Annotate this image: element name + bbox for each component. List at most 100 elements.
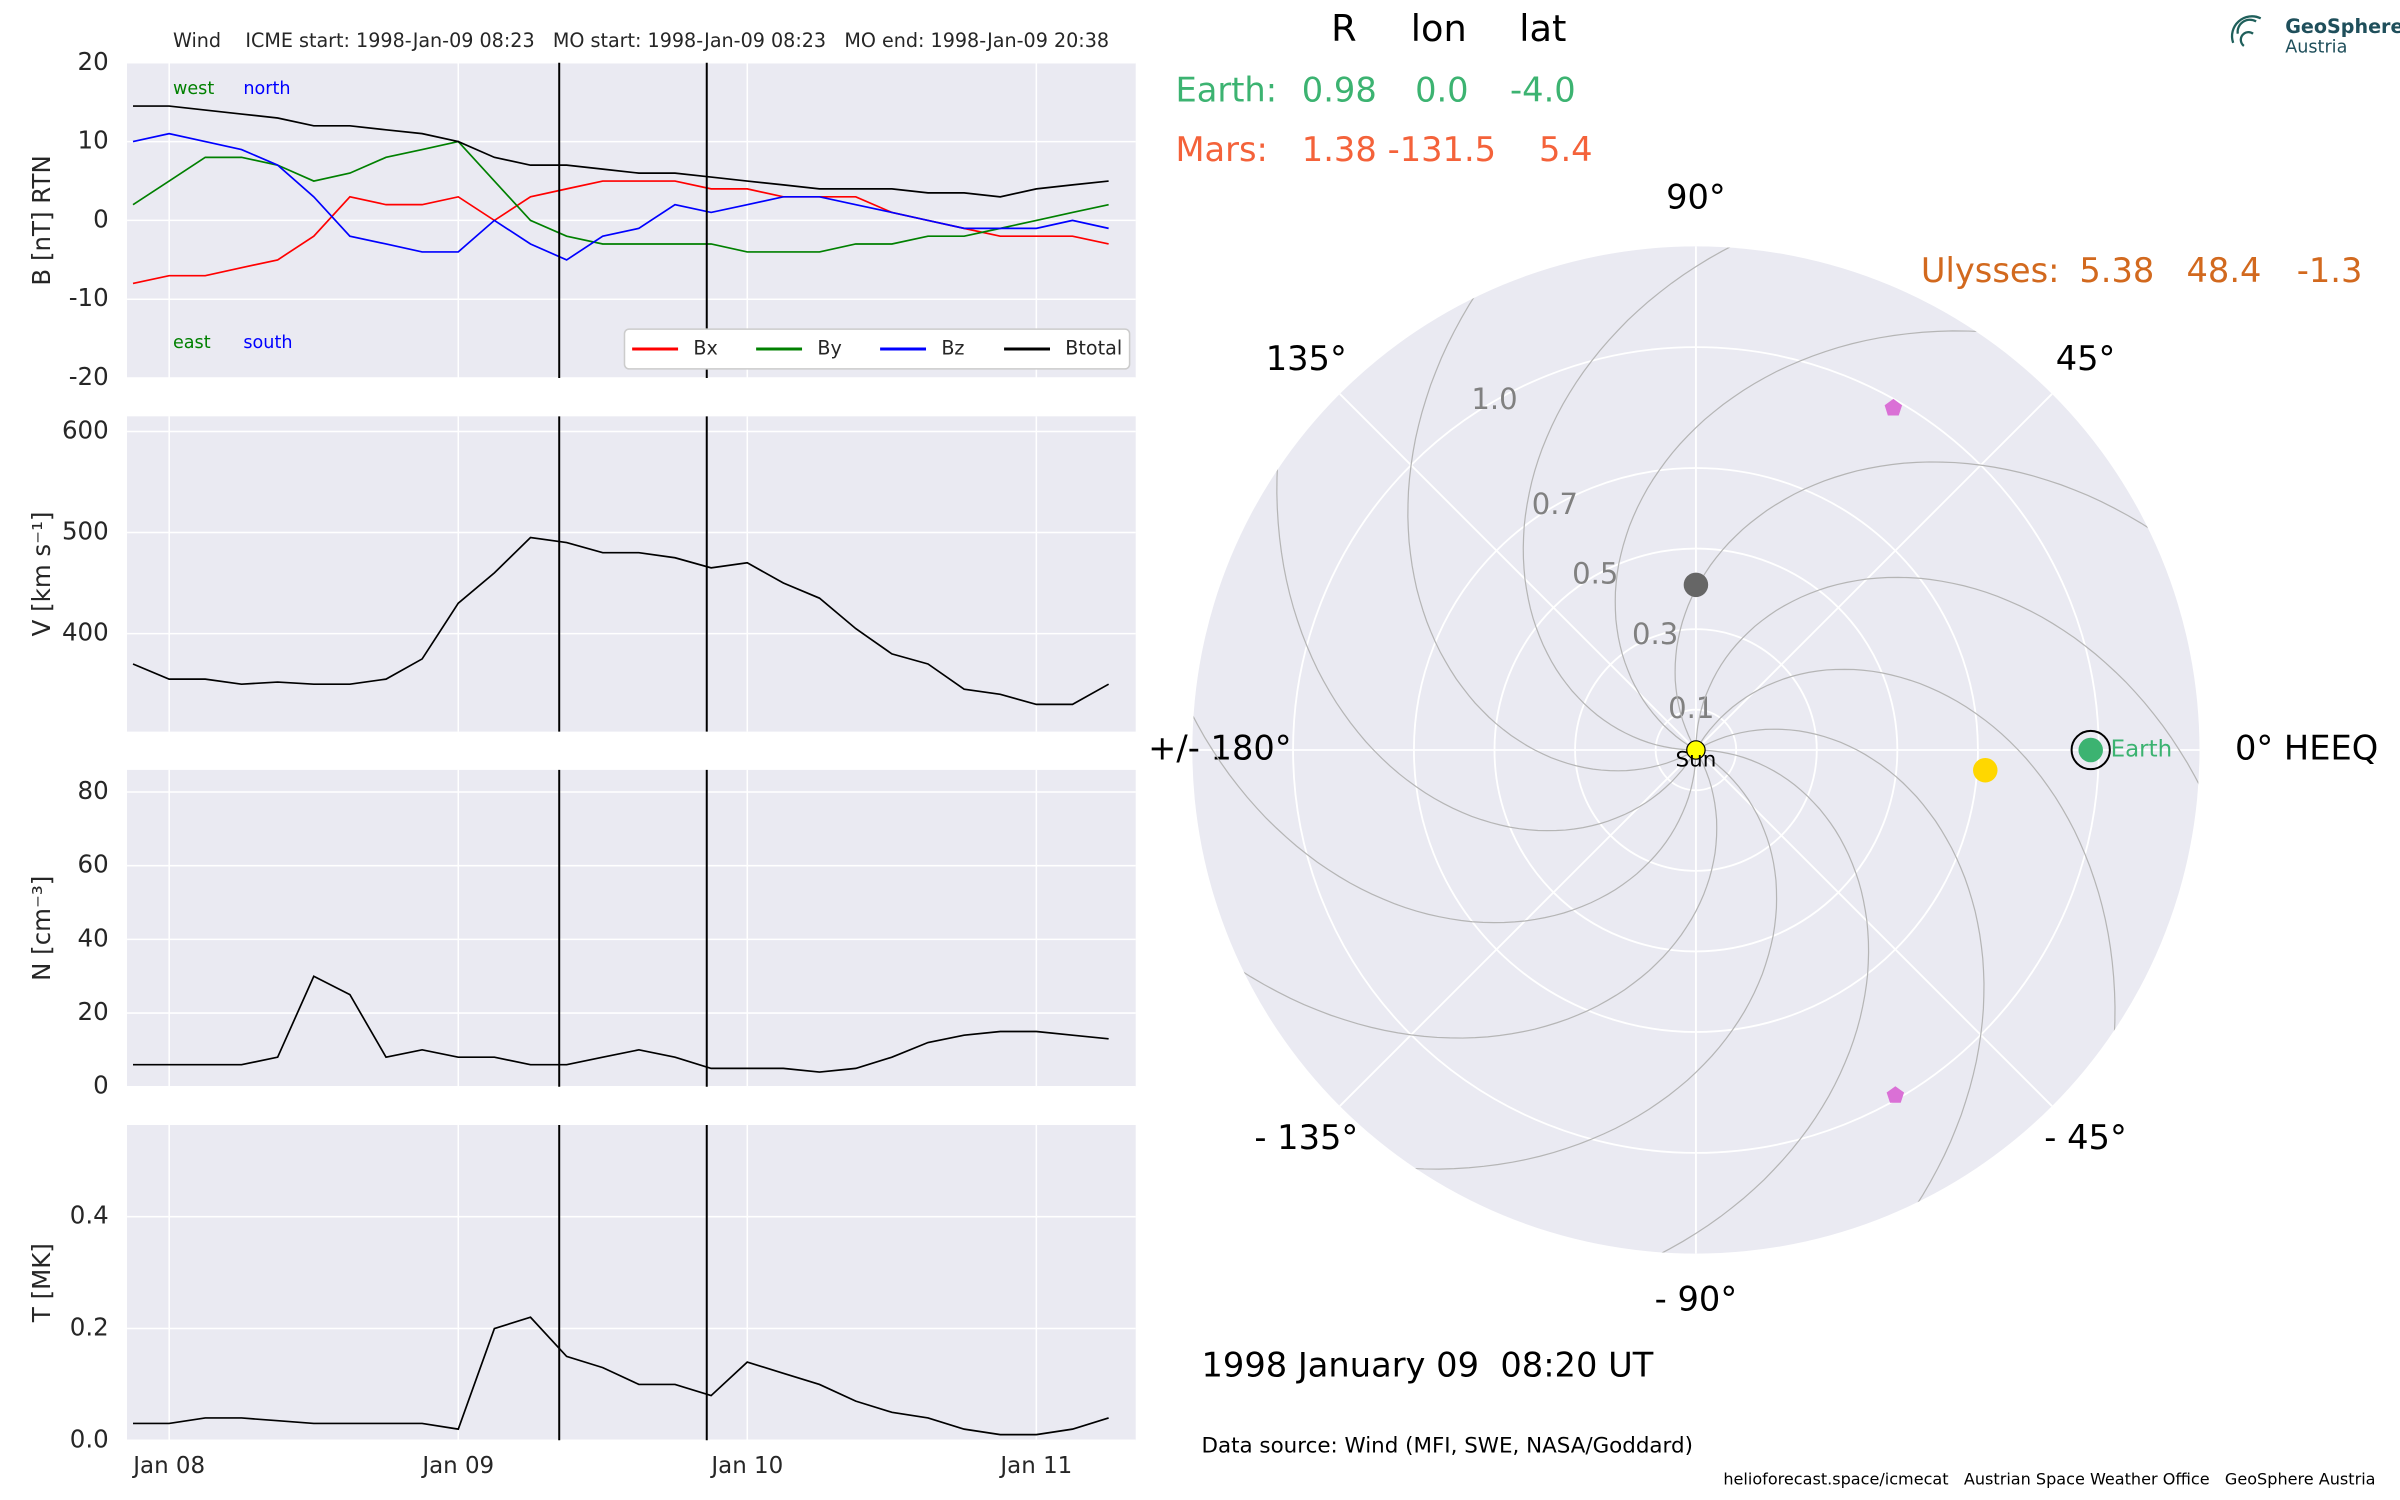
grid-line: [1695, 749, 2053, 1107]
legend-label: Bz: [941, 336, 964, 359]
y-tick-label: 20: [78, 997, 109, 1026]
spiral-line: [1392, 749, 1870, 1254]
x-tick-label: Jan 08: [131, 1453, 205, 1479]
plot-area: [127, 416, 1136, 732]
plot-area: [127, 1125, 1136, 1441]
y-axis-label: T [MK]: [27, 1243, 56, 1323]
body-value: -131.5: [1388, 130, 1497, 169]
series-line: [133, 1316, 1109, 1436]
body-value: 0.98: [1302, 70, 1377, 109]
legend-label: Bx: [693, 336, 717, 359]
y-tick-label: 10: [78, 126, 109, 155]
y-axis-label: V [km s⁻¹]: [27, 512, 56, 637]
planet-marker: [1683, 572, 1709, 598]
sun-label: Sun: [1676, 748, 1717, 773]
y-tick-label: 0: [93, 1071, 109, 1100]
earth-label: Earth: [2111, 737, 2173, 763]
series-line: [133, 975, 1109, 1073]
r-tick-label: 0.7: [1532, 487, 1578, 521]
annotation: south: [243, 333, 292, 353]
panel: 0 20 40 60 80 N [cm⁻³]: [27, 769, 1136, 1100]
grid-ring: [1654, 708, 1738, 792]
grid-line: [1339, 749, 1697, 1107]
spiral-line: [1695, 576, 2200, 1054]
panel: 400 500 600 V [km s⁻¹]: [27, 415, 1136, 732]
body-value: 5.38: [2079, 251, 2154, 290]
y-tick-label: -10: [69, 283, 109, 312]
y-tick-label: 40: [78, 923, 109, 952]
table-header: lat: [1519, 7, 1566, 50]
spacecraft-marker: [1886, 1086, 1905, 1103]
sun-marker: [1686, 740, 1706, 760]
earth-marker: [2078, 737, 2103, 763]
theta-tick-label: 135°: [1266, 339, 1347, 378]
earth-ring: [2070, 729, 2111, 771]
legend-label: By: [817, 336, 841, 359]
series-line: [132, 132, 1109, 261]
body-value: 5.4: [1539, 130, 1593, 169]
y-tick-label: 600: [62, 415, 109, 444]
series-line: [132, 536, 1110, 706]
grid-line: [1695, 393, 2053, 751]
spiral-line: [1192, 446, 1697, 924]
date-label: 1998 January 09 08:20 UT: [1202, 1345, 1654, 1384]
theta-tick-label: 90°: [1666, 177, 1726, 216]
table-header: lon: [1411, 7, 1467, 50]
theta-tick-label: - 90°: [1655, 1280, 1738, 1319]
y-tick-label: -20: [69, 362, 109, 391]
y-tick-label: 0.4: [70, 1201, 109, 1230]
grid-ring: [1413, 467, 1979, 1033]
panel: Jan 08 Jan 09 Jan 10 Jan 11 0.0 0.2 0.4 T [MK]: [27, 1125, 1136, 1479]
y-axis-label: N [cm⁻³]: [27, 876, 56, 981]
y-tick-label: 60: [78, 850, 109, 879]
annotation: west: [173, 79, 214, 99]
legend-box: [623, 328, 1131, 370]
panel-title: Wind ICME start: 1998-Jan-09 08:23 MO st…: [173, 29, 1109, 52]
y-tick-label: 80: [78, 776, 109, 805]
theta-tick-label: - 135°: [1254, 1118, 1358, 1157]
body-name: Mars:: [1176, 130, 1268, 169]
x-tick-label: Jan 11: [998, 1453, 1072, 1479]
table-header: R: [1331, 7, 1357, 50]
grid-ring: [1493, 547, 1899, 953]
logo: GeoSphere Austria: [2230, 15, 2400, 57]
spiral-line: [1522, 246, 2000, 751]
y-tick-label: 20: [78, 47, 109, 76]
body-name: Earth:: [1176, 70, 1278, 109]
body-value: 48.4: [2187, 251, 2262, 290]
series-line: [132, 140, 1109, 253]
body-value: 0.0: [1415, 70, 1469, 109]
grid-line: [1339, 393, 1697, 751]
y-axis-label: B [nT] RTN: [27, 155, 56, 285]
footer: helioforecast.space/icmecat Austrian Spa…: [1723, 1470, 2375, 1489]
logo-text: Austria: [2285, 37, 2347, 57]
theta-tick-label: - 45°: [2044, 1118, 2127, 1157]
y-tick-label: 0.2: [70, 1312, 109, 1341]
panel: -20 -10 0 10 20 B [nT] RTN west north east south B…: [27, 47, 1136, 391]
theta-tick-label: 0° HEEQ: [2235, 729, 2378, 768]
y-tick-label: 0: [93, 204, 109, 233]
body-value: -1.3: [2297, 251, 2363, 290]
body-value: 1.38: [1302, 130, 1377, 169]
x-tick-label: Jan 09: [420, 1453, 494, 1479]
spacecraft-marker: [1884, 398, 1903, 416]
x-tick-label: Jan 10: [709, 1453, 783, 1479]
r-tick-label: 0.3: [1632, 617, 1678, 651]
source-label: Data source: Wind (MFI, SWE, NASA/Goddar…: [1202, 1433, 1693, 1458]
logo-icon: [2230, 15, 2262, 47]
planet-marker: [1973, 757, 1998, 783]
y-tick-label: 400: [62, 618, 109, 647]
body-value: -4.0: [1510, 70, 1576, 109]
body-name: Ulysses:: [1921, 251, 2060, 290]
plot-area: [127, 769, 1136, 1087]
legend-label: Btotal: [1065, 336, 1122, 359]
r-tick-label: 1.0: [1471, 382, 1517, 416]
y-tick-label: 500: [62, 517, 109, 546]
grid-ring: [1574, 628, 1818, 872]
r-tick-label: 0.1: [1668, 691, 1714, 725]
annotation: north: [243, 79, 290, 99]
annotation: east: [173, 333, 211, 353]
